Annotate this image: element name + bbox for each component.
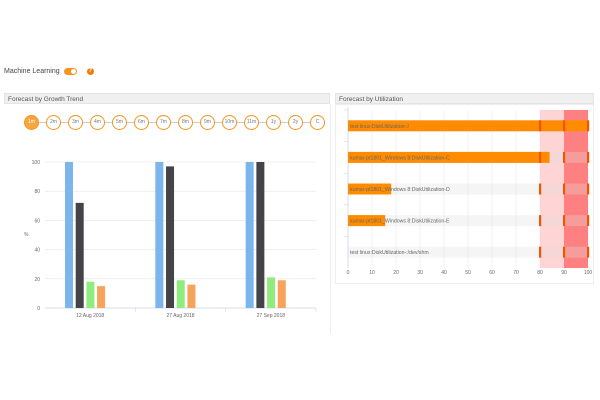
- threshold-marker: [539, 215, 542, 227]
- range-4m[interactable]: 4m: [90, 115, 105, 130]
- threshold-marker: [539, 183, 542, 195]
- range-connector: [171, 122, 178, 123]
- row-label: kumar-pt1801_Windows 8:DiskUtilization-E: [350, 219, 450, 225]
- y-tick-label: 40: [34, 248, 40, 254]
- divider: [330, 104, 331, 334]
- range-connector: [127, 122, 134, 123]
- range-connector: [259, 122, 266, 123]
- bar-s4: [97, 286, 106, 308]
- threshold-marker: [539, 246, 542, 258]
- bar-s1: [245, 162, 254, 308]
- bar-s1: [155, 162, 164, 308]
- x-tick-label: 100: [584, 270, 593, 276]
- y-tick-label: 80: [34, 189, 40, 195]
- range-6m[interactable]: 6m: [134, 115, 149, 130]
- range-3m[interactable]: 3m: [68, 115, 83, 130]
- x-tick-label: 10: [369, 270, 375, 276]
- row-label: test linux:DiskUtilization-:/: [350, 124, 410, 130]
- threshold-marker: [563, 120, 566, 132]
- utilization-bar: [348, 120, 588, 132]
- range-8m[interactable]: 8m: [178, 115, 193, 130]
- row-track: [348, 183, 588, 195]
- range-connector: [149, 122, 156, 123]
- range-connector: [193, 122, 200, 123]
- x-tick-label: 40: [441, 270, 447, 276]
- utilization-bar: [348, 215, 386, 227]
- x-tick-label: 30: [417, 270, 423, 276]
- y-tick-label: 20: [34, 277, 40, 283]
- range-C[interactable]: C: [310, 115, 325, 130]
- row-label: kumar-pt1801_Windows 8:DiskUtilization-D: [350, 187, 450, 193]
- range-5m[interactable]: 5m: [112, 115, 127, 130]
- y-tick-label: 60: [34, 218, 40, 224]
- x-tick-label: 27 Sep 2018: [257, 313, 286, 319]
- range-9m[interactable]: 9m: [200, 115, 215, 130]
- bar-s2: [166, 166, 175, 308]
- range-connector: [61, 122, 68, 123]
- x-tick-label: 20: [393, 270, 399, 276]
- utilization-bar: [348, 151, 550, 163]
- threshold-marker: [539, 151, 542, 163]
- row-label: kumar-pt1801_Windows 8:DiskUtilization-C: [350, 155, 450, 161]
- threshold-marker: [587, 120, 590, 132]
- range-connector: [83, 122, 90, 123]
- row-label: test linux:DiskUtilization-:/dev/shm: [350, 250, 429, 256]
- threshold-marker: [587, 183, 590, 195]
- range-connector: [39, 122, 46, 123]
- range-connector: [303, 122, 310, 123]
- warning-band: [540, 110, 564, 268]
- range-1y[interactable]: 1y: [266, 115, 281, 130]
- threshold-marker: [587, 151, 590, 163]
- y-tick-label: 0: [37, 306, 40, 312]
- range-10m[interactable]: 10m: [222, 115, 237, 130]
- threshold-marker: [563, 246, 566, 258]
- row-track: [348, 246, 588, 258]
- critical-band: [564, 110, 588, 268]
- range-11m[interactable]: 11m: [244, 115, 259, 130]
- range-2y[interactable]: 2y: [288, 115, 303, 130]
- range-connector: [281, 122, 288, 123]
- bar-s4: [277, 280, 286, 308]
- threshold-marker: [563, 151, 566, 163]
- y-tick-label: 100: [32, 160, 41, 166]
- bar-s4: [187, 284, 196, 308]
- growth-trend-header: Forecast by Growth Trend: [4, 93, 330, 104]
- x-tick-label: 27 Aug 2018: [166, 313, 194, 319]
- machine-learning-label: Machine Learning: [4, 68, 60, 75]
- machine-learning-toggle[interactable]: [63, 68, 77, 75]
- bar-s3: [176, 280, 185, 308]
- utilization-bar: [348, 183, 392, 195]
- range-1m[interactable]: 1m: [24, 115, 39, 130]
- range-connector: [215, 122, 222, 123]
- bar-s2: [256, 162, 265, 308]
- threshold-marker: [563, 215, 566, 227]
- x-tick-label: 70: [513, 270, 519, 276]
- range-2m[interactable]: 2m: [46, 115, 61, 130]
- bar-s3: [267, 277, 276, 308]
- threshold-marker: [539, 120, 542, 132]
- threshold-marker: [587, 215, 590, 227]
- range-7m[interactable]: 7m: [156, 115, 171, 130]
- help-icon[interactable]: ?: [86, 68, 94, 75]
- x-tick-label: 12 Aug 2018: [76, 313, 104, 319]
- bar-s2: [75, 202, 84, 308]
- x-tick-label: 60: [489, 270, 495, 276]
- threshold-marker: [563, 183, 566, 195]
- y-axis-label: %: [24, 232, 29, 238]
- machine-learning-control: Machine Learning ?: [4, 68, 94, 75]
- x-tick-label: 50: [465, 270, 471, 276]
- threshold-marker: [587, 246, 590, 258]
- bar-s3: [86, 281, 95, 308]
- range-connector: [105, 122, 112, 123]
- x-tick-label: 0: [347, 270, 350, 276]
- x-tick-label: 90: [561, 270, 567, 276]
- bar-s1: [65, 162, 73, 308]
- x-tick-label: 80: [537, 270, 543, 276]
- range-connector: [237, 122, 244, 123]
- row-track: [348, 215, 588, 227]
- utilization-chart-frame: [335, 104, 594, 284]
- utilization-header: Forecast by Utilization: [335, 93, 594, 104]
- range-selector: 1m 2m 3m 4m 5m 6m 7m 8m 9m 10m 11m 1y 2y C: [24, 115, 325, 130]
